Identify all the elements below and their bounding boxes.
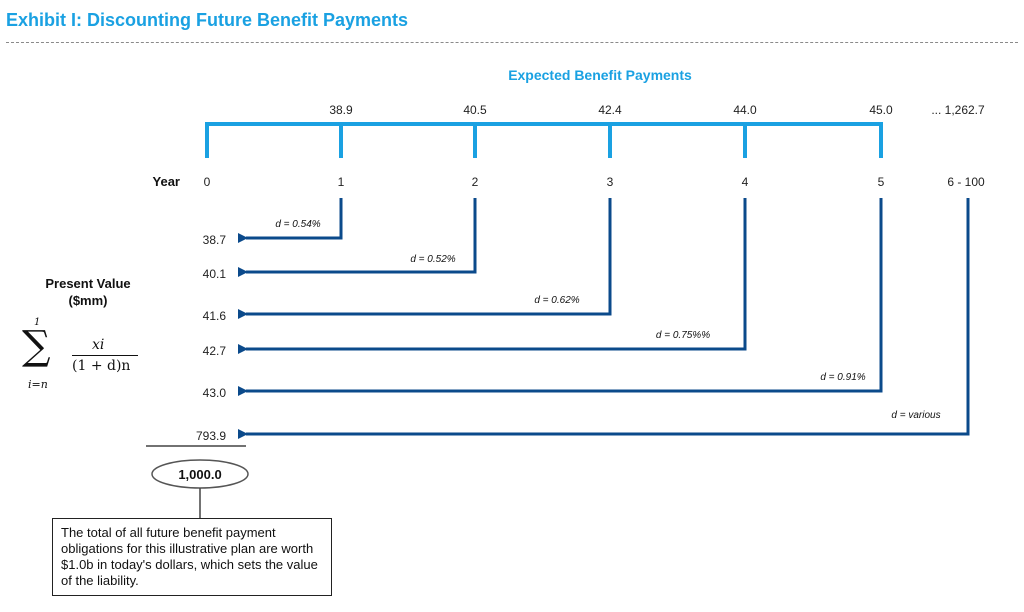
- pv-year-1: 38.7: [203, 233, 227, 247]
- payment-year-1: 38.9: [329, 103, 353, 117]
- discount-arrow-year-5: [238, 198, 883, 396]
- expected-payments-header: Expected Benefit Payments: [508, 67, 692, 83]
- formula-denominator: (1 + d)n: [72, 358, 131, 374]
- liability-note: The total of all future benefit payment …: [52, 518, 332, 596]
- year-2: 2: [472, 175, 479, 189]
- discount-arrow-year-1: [238, 198, 343, 243]
- rate-year-6-100: d = various: [891, 410, 940, 421]
- formula-sum-bottom: i=n: [28, 378, 48, 391]
- pv-label-line1: Present Value: [45, 276, 130, 291]
- timeline-bracket: [205, 122, 883, 158]
- rate-year-4: d = 0.75%%: [656, 330, 710, 341]
- year-6-100: 6 - 100: [947, 175, 985, 189]
- discount-arrow-year-3: [238, 198, 612, 319]
- year-5: 5: [878, 175, 885, 189]
- rate-year-1: d = 0.54%: [275, 219, 320, 230]
- pv-year-2: 40.1: [203, 267, 227, 281]
- pv-label-line2: ($mm): [68, 293, 107, 308]
- payment-year-3: 42.4: [598, 103, 622, 117]
- year-4: 4: [742, 175, 749, 189]
- pv-year-6-100: 793.9: [196, 429, 226, 443]
- rate-year-2: d = 0.52%: [410, 254, 455, 265]
- formula-numerator: xi: [92, 337, 105, 353]
- rate-year-3: d = 0.62%: [534, 295, 579, 306]
- pv-year-4: 42.7: [203, 344, 227, 358]
- year-0: 0: [204, 175, 211, 189]
- payment-year-2: 40.5: [463, 103, 487, 117]
- rate-year-5: d = 0.91%: [820, 372, 865, 383]
- discount-arrow-year-2: [238, 198, 477, 277]
- formula-fraction-bar: [72, 355, 138, 356]
- total-value: 1,000.0: [178, 467, 221, 482]
- year-label: Year: [153, 174, 180, 189]
- title-divider: [6, 42, 1018, 43]
- year-1: 1: [338, 175, 345, 189]
- pv-year-5: 43.0: [203, 386, 227, 400]
- discount-arrow-year-6-100: [238, 198, 970, 439]
- formula-sum-top: 1: [34, 317, 41, 328]
- pv-year-3: 41.6: [203, 309, 227, 323]
- year-3: 3: [607, 175, 614, 189]
- payment-year-5: 45.0: [869, 103, 893, 117]
- payment-tail: ... 1,262.7: [931, 103, 985, 117]
- discount-arrow-year-4: [238, 198, 747, 354]
- payment-year-4: 44.0: [733, 103, 757, 117]
- sigma-icon: ∑: [22, 323, 51, 369]
- exhibit-title: Exhibit I: Discounting Future Benefit Pa…: [6, 10, 409, 30]
